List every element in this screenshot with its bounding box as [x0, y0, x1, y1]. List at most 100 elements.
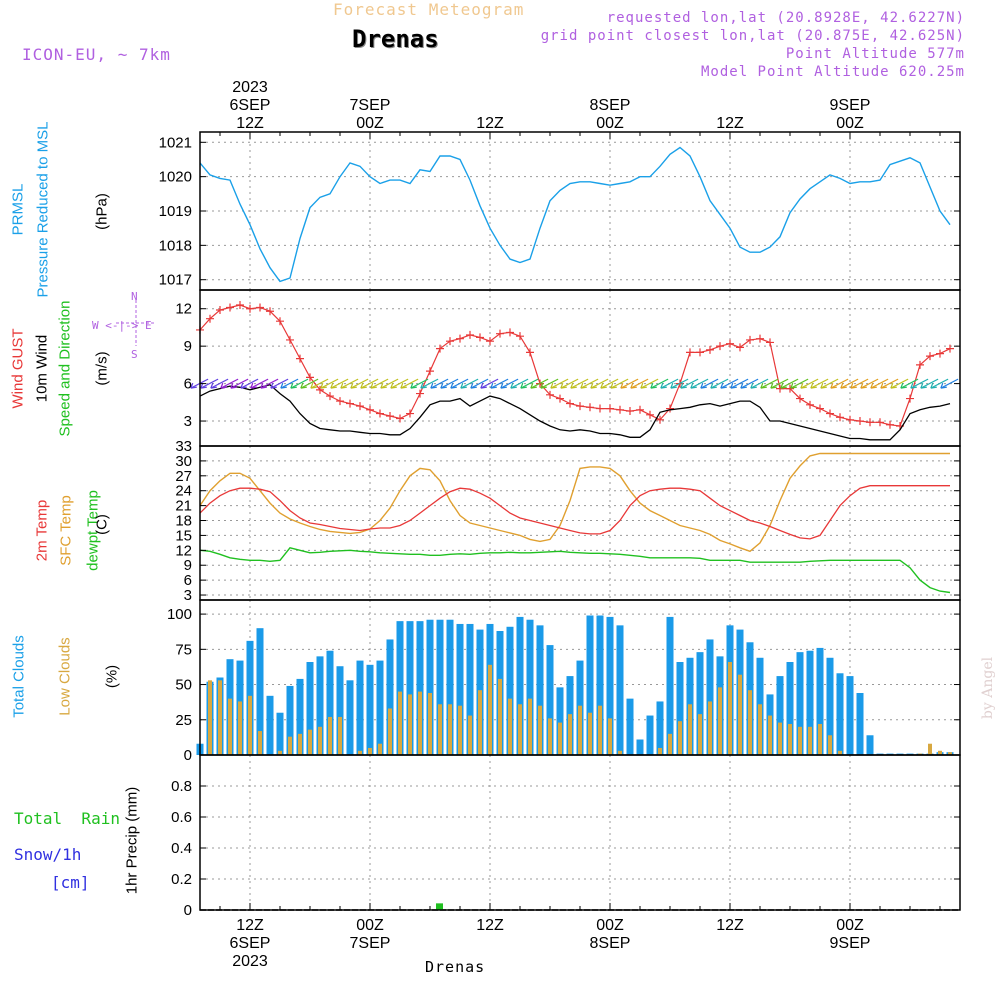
gust-marker — [946, 344, 954, 353]
wind-arrow — [600, 378, 619, 389]
total-cloud-bar — [316, 656, 324, 755]
y-tick-label: 3 — [184, 587, 192, 604]
total-cloud-bar — [636, 739, 644, 755]
time-label-top: 6SEP — [230, 97, 271, 114]
gust-marker — [386, 412, 394, 421]
compass-n: N — [131, 290, 138, 303]
low-cloud-bar — [308, 729, 312, 755]
time-label-top: 12Z — [716, 115, 744, 132]
time-label-top: 00Z — [596, 115, 624, 132]
total-cloud-bar — [466, 623, 474, 755]
wind-arrow — [230, 378, 249, 389]
wind-arrow — [760, 378, 779, 389]
wind-arrow-head — [600, 382, 607, 389]
wind-arrow — [470, 378, 489, 389]
gust-marker — [356, 402, 364, 411]
low-cloud-bar — [568, 714, 572, 755]
wind-arrow-head — [900, 382, 907, 389]
total-cloud-bar — [796, 652, 804, 755]
wind-arrow-head — [730, 382, 737, 389]
gust-marker — [516, 332, 524, 341]
y-tick-label: 0 — [184, 747, 192, 764]
wind-arrow-head — [400, 382, 407, 389]
time-label-top: 7SEP — [350, 97, 391, 114]
low-cloud-bar — [278, 750, 282, 755]
gust-marker — [716, 342, 724, 351]
total-cloud-bar — [456, 623, 464, 755]
total-cloud-bar — [866, 735, 874, 755]
total-cloud-bar — [366, 664, 374, 755]
wind-arrow — [440, 378, 459, 389]
low-cloud-bar — [408, 694, 412, 755]
time-label-bottom: 00Z — [596, 917, 624, 934]
y-tick-label: 12 — [175, 301, 192, 318]
wind-arrow-head — [520, 382, 527, 389]
time-label-top: 00Z — [356, 115, 384, 132]
wind-arrow — [590, 378, 609, 389]
time-label-top: 12Z — [476, 115, 504, 132]
wind-arrow — [790, 378, 809, 389]
wind-arrow — [690, 378, 709, 389]
total-cloud-bar — [706, 639, 714, 755]
gust-marker — [596, 404, 604, 413]
label-snow: Snow/1h — [14, 845, 82, 864]
wind-arrow-head — [850, 382, 857, 389]
wind-arrow-head — [760, 382, 767, 389]
station-name: Drenas — [352, 25, 439, 53]
total-cloud-bar — [776, 676, 784, 755]
y-tick-label: 33 — [175, 438, 192, 455]
low-cloud-bar — [938, 750, 942, 755]
gust-marker — [296, 354, 304, 363]
wind-arrow-head — [230, 382, 237, 389]
y-tick-label: 21 — [175, 498, 192, 515]
wind-arrow — [910, 378, 929, 389]
wind-arrow — [480, 378, 499, 389]
wind-arrow — [900, 378, 919, 389]
time-label-top: 9SEP — [830, 97, 871, 114]
gust-marker — [316, 385, 324, 394]
compass-cross — [116, 300, 156, 346]
wind-arrow-head — [810, 382, 817, 389]
gust-marker — [276, 317, 284, 326]
low-cloud-bar — [468, 715, 472, 755]
total-cloud-bar — [276, 712, 284, 755]
low-cloud-bar — [438, 704, 442, 755]
y-tick-label: 25 — [175, 712, 192, 729]
wind-arrow — [340, 378, 359, 389]
gust-marker — [726, 339, 734, 348]
wind-arrow-head — [240, 382, 247, 389]
wind-arrow-head — [190, 382, 197, 389]
y-tick-label: 50 — [175, 677, 192, 694]
gust-marker — [306, 373, 314, 382]
wind-arrow — [780, 378, 799, 389]
panel-frame — [199, 754, 961, 911]
gust-marker — [416, 389, 424, 398]
total-cloud-bar — [306, 662, 314, 755]
gust-marker — [766, 338, 774, 347]
y-tick-label: 0.4 — [171, 840, 192, 857]
wind-arrow — [530, 378, 549, 389]
total-cloud-bar — [626, 698, 634, 755]
low-cloud-bar — [708, 701, 712, 755]
low-cloud-bar — [288, 736, 292, 755]
total-cloud-bar — [346, 680, 354, 755]
gust-marker — [486, 337, 494, 346]
y-tick-label: 1017 — [159, 272, 192, 289]
gust-marker — [816, 404, 824, 413]
low-cloud-bar — [258, 731, 262, 755]
wind-arrow-head — [390, 382, 397, 389]
time-label-bottom: 12Z — [476, 917, 504, 934]
wind-arrow — [880, 378, 899, 389]
wind-arrow — [550, 378, 569, 389]
wind-arrow-head — [540, 382, 547, 389]
y-tick-label: 100 — [167, 606, 192, 623]
wind-arrow-head — [690, 382, 697, 389]
low-cloud-bar — [738, 674, 742, 755]
low-cloud-bar — [688, 704, 692, 755]
gust-marker — [586, 403, 594, 412]
gust-marker — [506, 328, 514, 337]
time-label-bottom: 7SEP — [350, 935, 391, 952]
gust-marker — [636, 405, 644, 414]
low-cloud-bar — [398, 691, 402, 755]
wind-arrow-head — [330, 382, 337, 389]
